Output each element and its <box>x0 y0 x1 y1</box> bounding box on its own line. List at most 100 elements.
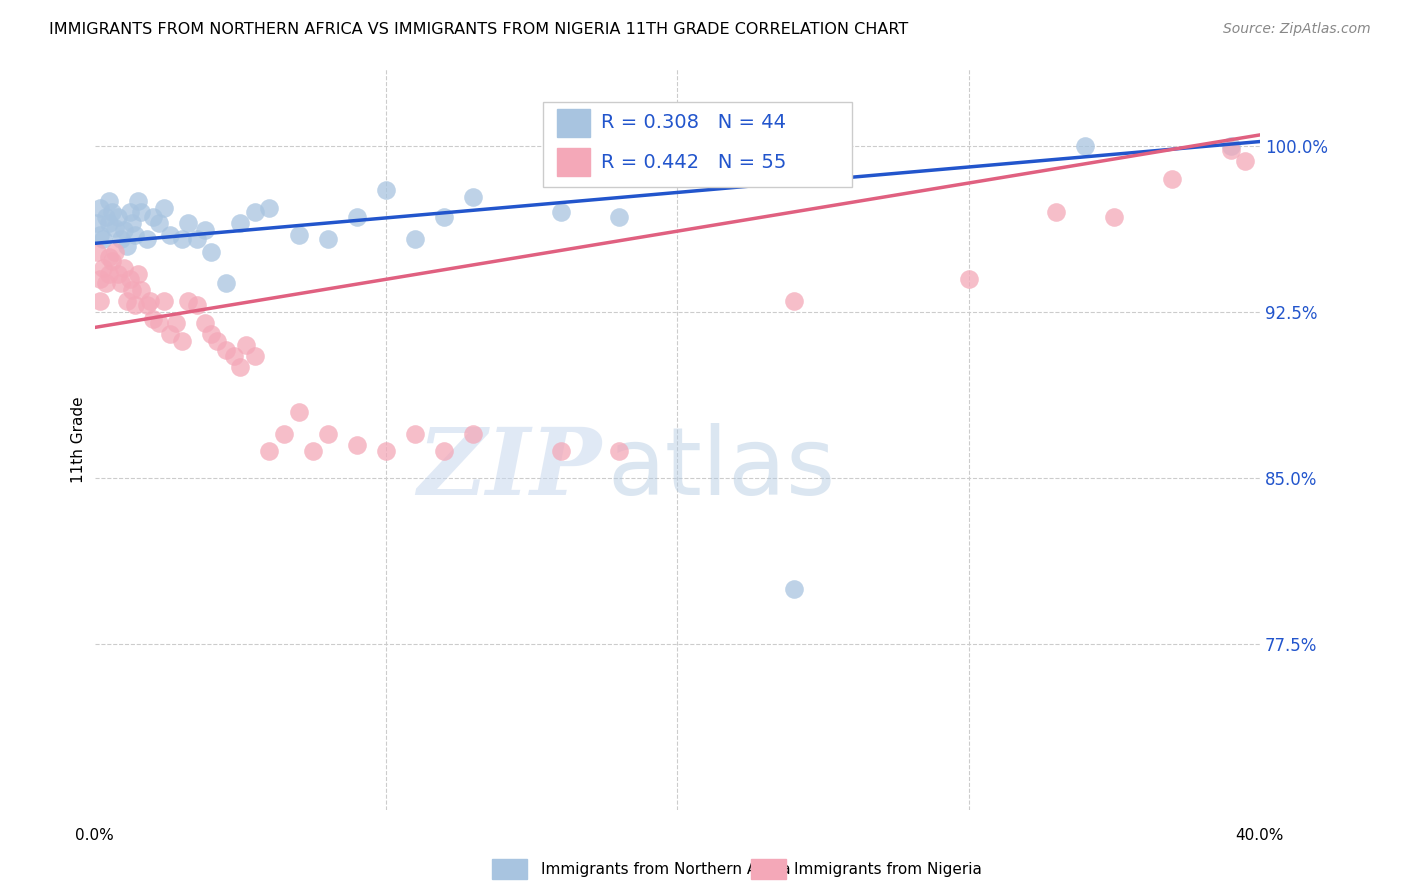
Point <box>346 210 368 224</box>
Point <box>229 360 252 375</box>
Text: ZIP: ZIP <box>418 424 602 514</box>
Point <box>404 426 426 441</box>
Point <box>136 298 159 312</box>
Point <box>129 283 152 297</box>
Point <box>112 260 135 275</box>
Y-axis label: 11th Grade: 11th Grade <box>72 396 86 483</box>
Point <box>302 444 325 458</box>
Point <box>433 210 456 224</box>
Point <box>287 404 309 418</box>
Point <box>129 205 152 219</box>
Point <box>115 293 138 308</box>
Point <box>96 276 118 290</box>
Point <box>96 210 118 224</box>
Point <box>316 232 339 246</box>
Point <box>121 216 143 230</box>
Point <box>177 216 200 230</box>
Text: R = 0.442   N = 55: R = 0.442 N = 55 <box>602 153 787 172</box>
Point <box>104 245 127 260</box>
Point <box>127 268 149 282</box>
Point <box>98 250 121 264</box>
Point <box>98 194 121 209</box>
Point <box>200 245 222 260</box>
Point <box>165 316 187 330</box>
Point <box>118 205 141 219</box>
Point <box>433 444 456 458</box>
Point <box>148 216 170 230</box>
Point <box>142 210 165 224</box>
Point <box>177 293 200 308</box>
Point <box>104 220 127 235</box>
Text: IMMIGRANTS FROM NORTHERN AFRICA VS IMMIGRANTS FROM NIGERIA 11TH GRADE CORRELATIO: IMMIGRANTS FROM NORTHERN AFRICA VS IMMIG… <box>49 22 908 37</box>
Point <box>550 444 572 458</box>
Point <box>89 227 111 242</box>
Point <box>316 426 339 441</box>
Point <box>170 232 193 246</box>
Point <box>186 232 208 246</box>
Point <box>259 201 281 215</box>
Point <box>107 268 129 282</box>
Point <box>783 293 806 308</box>
Point <box>148 316 170 330</box>
Point <box>124 298 146 312</box>
Point <box>153 201 176 215</box>
Point <box>243 349 266 363</box>
Point <box>229 216 252 230</box>
Point <box>89 272 111 286</box>
Point <box>1219 139 1241 153</box>
Point <box>124 227 146 242</box>
Point <box>1074 139 1097 153</box>
Text: atlas: atlas <box>607 423 835 515</box>
Point <box>127 194 149 209</box>
Point <box>139 293 162 308</box>
Point <box>783 582 806 596</box>
Point <box>463 426 485 441</box>
Point <box>118 272 141 286</box>
Point <box>346 438 368 452</box>
Point <box>224 349 246 363</box>
Point <box>159 227 181 242</box>
Point <box>194 316 217 330</box>
Point <box>1102 210 1125 224</box>
Text: R = 0.308   N = 44: R = 0.308 N = 44 <box>602 113 786 132</box>
Point <box>112 223 135 237</box>
Point <box>607 210 630 224</box>
Point <box>89 201 111 215</box>
FancyBboxPatch shape <box>557 110 591 137</box>
Point <box>273 426 295 441</box>
Point <box>107 210 129 224</box>
Point <box>287 227 309 242</box>
Text: Immigrants from Nigeria: Immigrants from Nigeria <box>794 863 983 877</box>
Point <box>259 444 281 458</box>
Point <box>159 327 181 342</box>
Point <box>142 311 165 326</box>
Text: Source: ZipAtlas.com: Source: ZipAtlas.com <box>1223 22 1371 37</box>
Point <box>1219 144 1241 158</box>
Point <box>550 205 572 219</box>
Text: 0.0%: 0.0% <box>75 828 114 843</box>
Point <box>89 293 111 308</box>
Point <box>86 245 108 260</box>
Point <box>115 238 138 252</box>
Point <box>136 232 159 246</box>
Point <box>98 268 121 282</box>
Point <box>1161 172 1184 186</box>
Point <box>110 276 132 290</box>
Point <box>215 343 238 357</box>
Point <box>200 327 222 342</box>
Text: 40.0%: 40.0% <box>1236 828 1284 843</box>
Point <box>374 444 396 458</box>
Point <box>205 334 228 348</box>
Point <box>463 190 485 204</box>
Point <box>101 254 124 268</box>
Point <box>607 444 630 458</box>
Text: Immigrants from Northern Africa: Immigrants from Northern Africa <box>541 863 792 877</box>
Point <box>374 183 396 197</box>
Point <box>1234 154 1257 169</box>
FancyBboxPatch shape <box>557 148 591 176</box>
Point <box>91 260 114 275</box>
Point <box>215 276 238 290</box>
Point <box>170 334 193 348</box>
FancyBboxPatch shape <box>543 102 852 187</box>
Point <box>1045 205 1067 219</box>
